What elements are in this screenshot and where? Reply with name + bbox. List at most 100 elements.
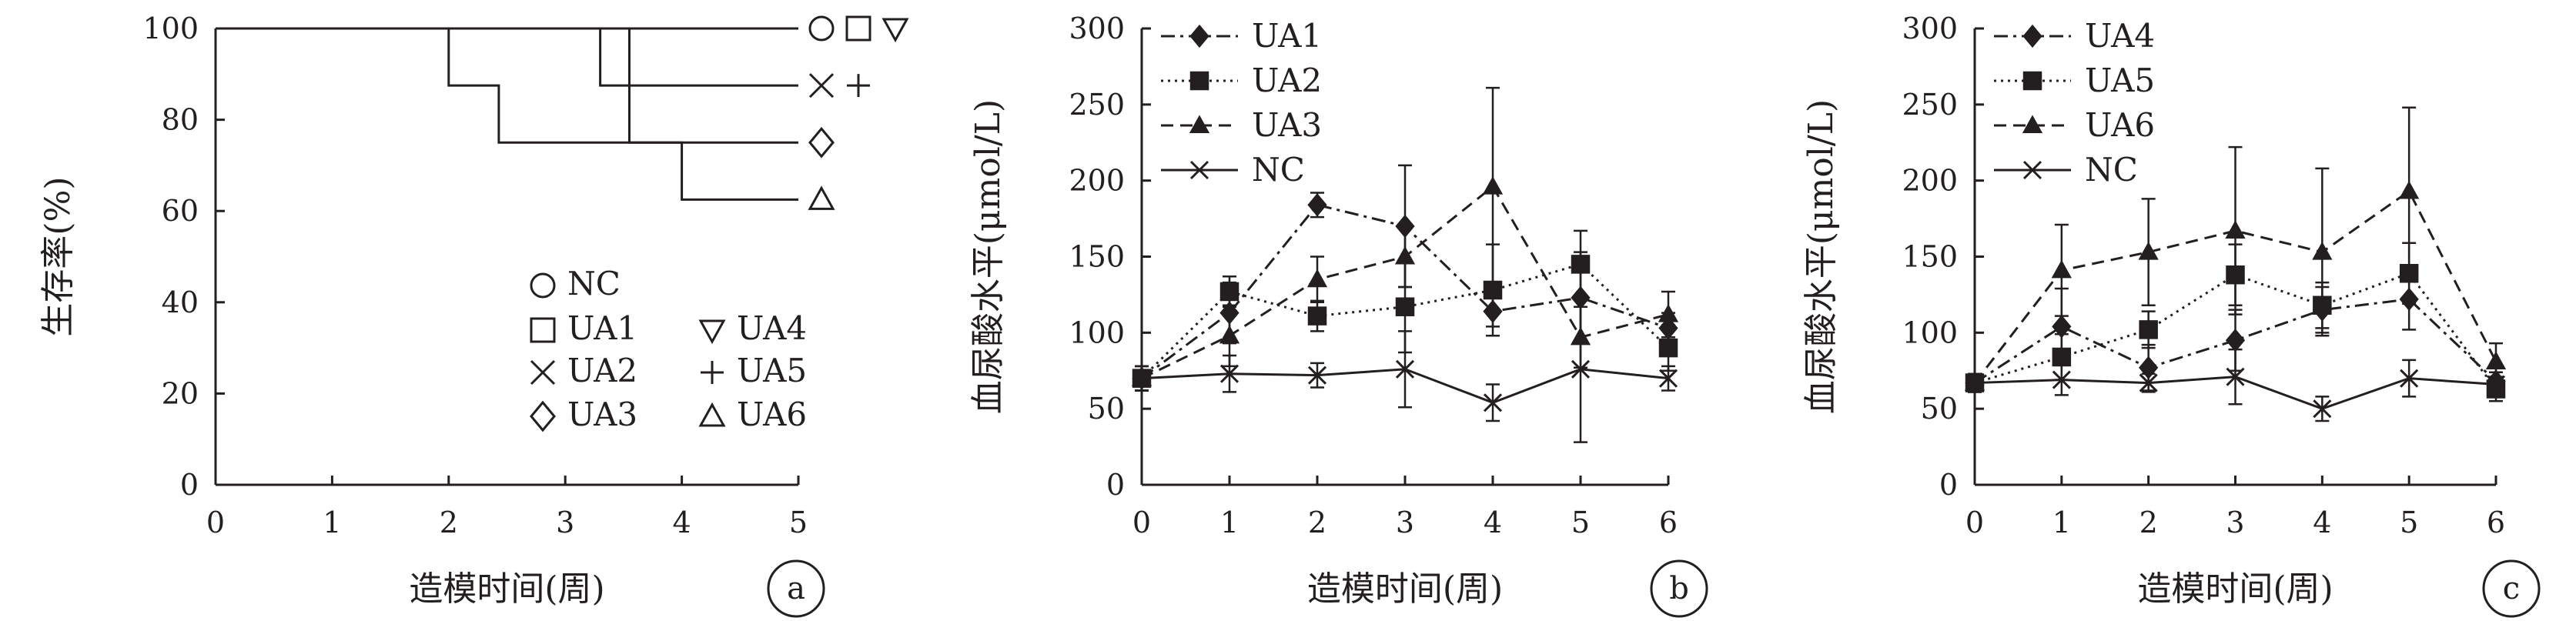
legend-marker-square [530,317,556,343]
legend-marker-triangle-down [698,319,726,345]
legend-label: UA1 [567,309,637,347]
y-tick-label: 50 [1921,392,1958,426]
x-tick-label: 3 [556,506,574,539]
legend-label: NC [567,265,621,302]
legend-marker-triangle [1189,115,1210,134]
x-tick-label: 2 [2139,506,2158,539]
data-point [1658,369,1678,388]
x-tick-label: 4 [1484,506,1502,539]
y-tick-label: 200 [1902,164,1958,198]
legend-marker-x [2022,160,2042,180]
x-tick-label: 3 [2226,506,2244,539]
legend-label: UA4 [2085,17,2155,55]
panel-letter: c [2503,571,2520,606]
data-point [2486,375,2506,394]
x-tick-label: 0 [1965,506,1984,539]
survival-curve [216,27,798,201]
legend-marker-square [1189,71,1209,91]
legend-label: UA6 [2085,106,2155,144]
x-tick-label: 4 [673,506,691,539]
x-axis-label: 造模时间(周) [2137,569,2333,609]
legend: UA1 UA2 UA3 NC [1161,17,1322,189]
x-tick-label: 1 [1220,506,1239,539]
data-point [1658,304,1679,322]
data-point [1394,245,1416,265]
y-tick-label: 0 [1106,468,1125,502]
legend-label: UA2 [567,352,637,389]
data-point [1219,325,1240,344]
y-tick-label: 200 [1069,164,1125,198]
y-axis-label: 血尿酸水平(μmol/L) [1802,99,1841,414]
legend-marker-diamond [1189,24,1209,48]
x-tick-label: 2 [440,506,458,539]
end-marker-circle [808,15,835,42]
data-point [2400,369,2419,388]
data-point [1571,359,1591,379]
y-axis-label: 生存率(%) [38,176,78,336]
y-tick-label: 50 [1088,392,1125,426]
panel-letter-badge: a [767,559,825,618]
data-point [1307,366,1327,385]
data-point [2139,320,2158,339]
data-point [1482,175,1504,195]
x-axis-label: 造模时间(周) [1307,569,1503,609]
data-point [2399,180,2420,199]
data-point [1965,373,1985,392]
x-tick-label: 0 [206,506,225,539]
data-point [1658,338,1678,358]
y-tick-label: 0 [180,468,199,502]
y-tick-label: 100 [142,12,199,45]
end-marker-diamond [808,126,835,159]
series-NC [1965,348,2506,422]
end-marker-square [845,15,871,42]
data-point [1307,193,1327,217]
legend: UA4 UA5 UA6 NC [1994,17,2155,189]
y-tick-label: 100 [1902,316,1958,349]
y-tick-label: 100 [1069,316,1125,349]
y-tick-label: 300 [1902,12,1958,45]
data-point [1571,255,1591,274]
panel-badge-circle [1650,559,1708,618]
legend-marker-square [2022,71,2042,91]
data-point [2226,367,2245,386]
x-tick-label: 3 [1396,506,1414,539]
y-tick-label: 300 [1069,12,1125,45]
data-point [1307,306,1327,326]
data-point [2312,241,2333,260]
end-marker-triangle-down [882,18,909,43]
data-point [2051,259,2072,279]
legend-label: UA6 [737,396,807,433]
data-point [1132,369,1152,388]
y-tick-label: 250 [1069,88,1125,122]
y-axis-label: 血尿酸水平(μmol/L) [969,99,1008,414]
series-NC [1132,295,1678,443]
panel-letter-badge: b [1650,559,1708,618]
end-marker-cross [808,73,835,98]
legend-marker-circle [530,272,556,299]
panel-letter: b [1669,571,1689,606]
x-tick-label: 5 [789,506,808,539]
end-marker-plus [847,74,870,98]
end-marker-triangle [808,185,835,210]
data-point [2052,370,2071,389]
x-tick-label: 2 [1308,506,1326,539]
legend-label: UA5 [2085,62,2155,99]
y-tick-label: 60 [162,194,199,228]
data-point [2225,329,2246,352]
legend-label: NC [2085,151,2138,189]
x-tick-label: 1 [2052,506,2071,539]
x-tick-label: 6 [2487,506,2505,539]
y-tick-label: 150 [1902,240,1958,274]
panel-badge-circle [2482,559,2541,618]
legend-marker-triangle [2022,115,2043,134]
data-point [2485,351,2507,369]
chart-panel-c: 0 1 2 3 4 5 6 0 50 100 150 200 250 300 造模时间(周) 血尿酸水平(μm… [1802,12,2541,618]
data-point [1395,359,1415,379]
y-tick-label: 40 [162,285,199,319]
y-tick-label: 150 [1069,240,1125,274]
data-point [2225,220,2246,239]
data-point [1483,393,1503,412]
panel-letter: a [787,571,805,606]
chart-panel-b: 0 1 2 3 4 5 6 0 50 100 150 200 250 300 造模时间(周) 血尿酸水平(μm… [969,12,1708,618]
x-tick-label: 0 [1132,506,1151,539]
